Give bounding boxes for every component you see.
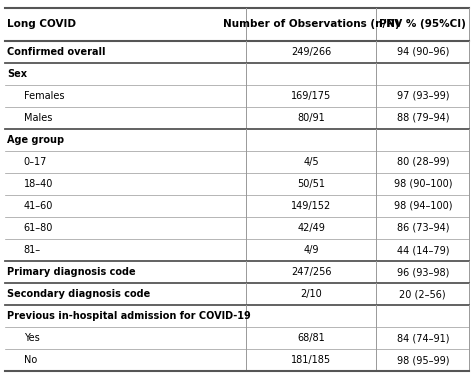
Text: 94 (90–96): 94 (90–96) xyxy=(397,46,449,57)
Text: Primary diagnosis code: Primary diagnosis code xyxy=(7,267,136,277)
Text: Age group: Age group xyxy=(7,135,64,145)
Text: 80 (28–99): 80 (28–99) xyxy=(397,157,449,167)
Text: 98 (94–100): 98 (94–100) xyxy=(393,201,452,211)
Text: Previous in-hospital admission for COVID-19: Previous in-hospital admission for COVID… xyxy=(7,311,251,321)
Text: Secondary diagnosis code: Secondary diagnosis code xyxy=(7,289,150,299)
Text: 0–17: 0–17 xyxy=(24,157,47,167)
Text: 181/185: 181/185 xyxy=(291,355,331,365)
Text: 4/5: 4/5 xyxy=(303,157,319,167)
Text: 42/49: 42/49 xyxy=(297,223,325,233)
Text: Long COVID: Long COVID xyxy=(7,19,76,29)
Text: 97 (93–99): 97 (93–99) xyxy=(397,91,449,101)
Text: Sex: Sex xyxy=(7,69,27,79)
Text: 18–40: 18–40 xyxy=(24,179,53,189)
Text: Females: Females xyxy=(24,91,64,101)
Text: 98 (95–99): 98 (95–99) xyxy=(397,355,449,365)
Text: 98 (90–100): 98 (90–100) xyxy=(393,179,452,189)
Text: 84 (74–91): 84 (74–91) xyxy=(397,333,449,343)
Text: 68/81: 68/81 xyxy=(298,333,325,343)
Text: 81–: 81– xyxy=(24,245,41,255)
Text: Confirmed overall: Confirmed overall xyxy=(7,46,106,57)
Text: 80/91: 80/91 xyxy=(298,113,325,123)
Text: 96 (93–98): 96 (93–98) xyxy=(397,267,449,277)
Text: 61–80: 61–80 xyxy=(24,223,53,233)
Text: Number of Observations (n/N): Number of Observations (n/N) xyxy=(223,19,400,29)
Text: PPV % (95%CI): PPV % (95%CI) xyxy=(379,19,466,29)
Text: 86 (73–94): 86 (73–94) xyxy=(397,223,449,233)
Text: 44 (14–79): 44 (14–79) xyxy=(397,245,449,255)
Text: 247/256: 247/256 xyxy=(291,267,332,277)
Text: 169/175: 169/175 xyxy=(291,91,331,101)
Text: 50/51: 50/51 xyxy=(297,179,325,189)
Text: No: No xyxy=(24,355,37,365)
Text: 149/152: 149/152 xyxy=(291,201,331,211)
Text: 88 (79–94): 88 (79–94) xyxy=(397,113,449,123)
Text: 249/266: 249/266 xyxy=(291,46,331,57)
Text: Yes: Yes xyxy=(24,333,39,343)
Text: Males: Males xyxy=(24,113,52,123)
Text: 41–60: 41–60 xyxy=(24,201,53,211)
Text: 4/9: 4/9 xyxy=(303,245,319,255)
Text: 2/10: 2/10 xyxy=(301,289,322,299)
Text: 20 (2–56): 20 (2–56) xyxy=(400,289,446,299)
